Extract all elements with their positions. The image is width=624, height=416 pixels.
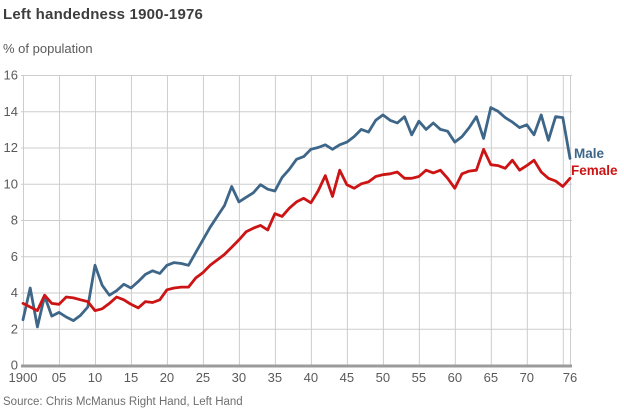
x-tick-1955: 55 xyxy=(412,370,426,385)
x-tick-1910: 10 xyxy=(88,370,102,385)
y-tick-0: 0 xyxy=(11,358,18,373)
legend-label-male: Male xyxy=(574,146,605,161)
gridlines xyxy=(21,75,572,365)
x-tick-1976: 76 xyxy=(563,370,577,385)
y-tick-4: 4 xyxy=(11,285,18,300)
x-tick-1970: 70 xyxy=(520,370,534,385)
x-tick-1960: 60 xyxy=(448,370,462,385)
y-tick-12: 12 xyxy=(4,140,18,155)
x-axis-tick-labels: 1900 05 10 15 20 25 30 35 40 45 50 55 60 65 70 76 xyxy=(9,370,578,385)
legend-label-female: Female xyxy=(571,163,618,178)
x-tick-1945: 45 xyxy=(340,370,354,385)
y-tick-10: 10 xyxy=(4,176,18,191)
x-tick-1915: 15 xyxy=(124,370,138,385)
y-tick-8: 8 xyxy=(11,213,18,228)
y-tick-6: 6 xyxy=(11,249,18,264)
source-attribution: Source: Chris McManus Right Hand, Left H… xyxy=(3,396,243,408)
x-tick-1920: 20 xyxy=(160,370,174,385)
y-tick-16: 16 xyxy=(4,68,18,83)
x-tick-1950: 50 xyxy=(376,370,390,385)
x-tick-1905: 05 xyxy=(52,370,66,385)
female-line xyxy=(21,147,572,313)
x-tick-1965: 65 xyxy=(484,370,498,385)
chart-title: Left handedness 1900-1976 xyxy=(3,6,204,23)
male-line xyxy=(21,106,572,329)
x-tick-1935: 35 xyxy=(268,370,282,385)
data-series-lines xyxy=(21,106,572,329)
x-tick-1900: 1900 xyxy=(9,370,38,385)
x-tick-1930: 30 xyxy=(232,370,246,385)
y-tick-14: 14 xyxy=(4,104,18,119)
y-axis-unit-label: % of population xyxy=(3,41,93,56)
x-tick-1940: 40 xyxy=(304,370,318,385)
y-axis-tick-labels: 0 2 4 6 8 10 12 14 16 xyxy=(4,68,18,373)
y-tick-2: 2 xyxy=(11,321,18,336)
x-tick-1925: 25 xyxy=(196,370,210,385)
